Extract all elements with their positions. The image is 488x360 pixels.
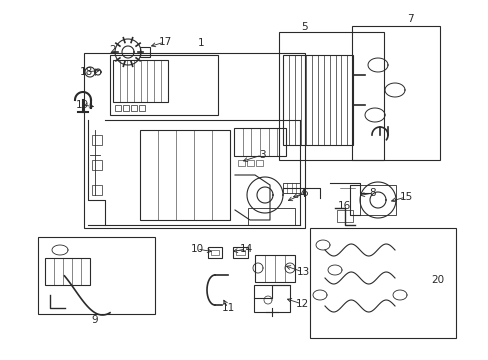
Bar — [236, 250, 244, 255]
Text: 9: 9 — [92, 315, 98, 325]
Text: 8: 8 — [369, 188, 376, 198]
Bar — [140, 47, 150, 57]
Text: 16: 16 — [337, 201, 350, 211]
Bar — [92, 135, 102, 145]
Bar — [45, 258, 90, 285]
Bar — [110, 55, 218, 115]
Text: 1: 1 — [197, 38, 204, 48]
Text: 19: 19 — [75, 100, 88, 110]
Bar — [359, 185, 395, 215]
Bar — [131, 105, 137, 111]
Text: 2: 2 — [109, 45, 116, 55]
Bar — [139, 105, 145, 111]
Text: 3: 3 — [258, 150, 265, 160]
Text: 18: 18 — [79, 67, 92, 77]
Bar — [283, 183, 299, 193]
Text: 12: 12 — [295, 299, 308, 309]
Bar — [115, 105, 121, 111]
Bar — [92, 185, 102, 195]
Bar — [140, 130, 229, 220]
Bar — [232, 247, 247, 258]
Bar — [283, 55, 352, 145]
Bar — [210, 250, 219, 255]
Bar — [279, 32, 383, 160]
Bar — [38, 237, 155, 314]
Bar — [256, 160, 263, 166]
Text: 20: 20 — [430, 275, 444, 285]
Bar — [207, 247, 222, 258]
Text: 10: 10 — [190, 244, 203, 254]
Text: 5: 5 — [300, 22, 306, 32]
Text: 4: 4 — [299, 189, 305, 199]
Bar — [253, 285, 289, 312]
Bar — [238, 160, 244, 166]
Bar — [351, 26, 439, 160]
Bar — [92, 160, 102, 170]
Text: 15: 15 — [399, 192, 412, 202]
Bar — [246, 160, 253, 166]
Text: 13: 13 — [296, 267, 309, 277]
Text: 6: 6 — [301, 188, 307, 198]
Text: 7: 7 — [406, 14, 412, 24]
Text: 17: 17 — [158, 37, 171, 47]
Bar — [254, 255, 294, 282]
Bar — [336, 210, 352, 222]
Bar — [123, 105, 129, 111]
Text: 11: 11 — [221, 303, 234, 313]
Text: 14: 14 — [239, 244, 252, 254]
Bar — [247, 208, 294, 225]
Bar — [84, 53, 305, 228]
Bar — [113, 60, 168, 102]
Bar — [234, 128, 285, 156]
Bar — [309, 228, 455, 338]
